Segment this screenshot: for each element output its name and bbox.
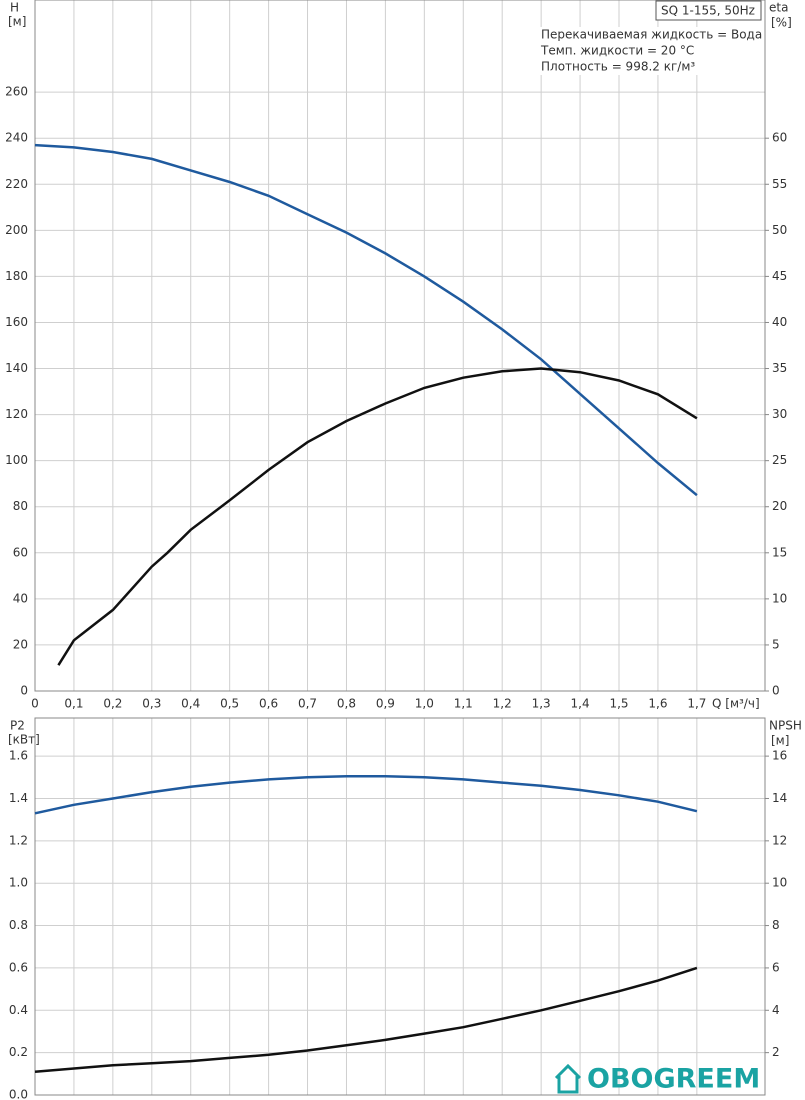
y-tick-label: 0 (20, 684, 28, 698)
logo-text: OBOGREEM (587, 1064, 760, 1095)
y-tick-label: 1.2 (9, 833, 28, 847)
y-tick-label: 80 (13, 499, 28, 513)
x-tick-label: 0,8 (337, 697, 356, 711)
x-tick-label: 0 (31, 697, 39, 711)
y-tick-label: 40 (13, 591, 28, 605)
curve (34, 966, 698, 1073)
y2-tick-label: 15 (772, 545, 787, 559)
y2-tick-label: 14 (772, 791, 787, 805)
y-tick-label: 20 (13, 637, 28, 651)
y-tick-label: 240 (5, 131, 28, 145)
y-tick-label: 0.0 (9, 1088, 28, 1100)
y2-tick-label: 25 (772, 453, 787, 467)
x-tick-label: 1,4 (571, 697, 590, 711)
y2-tick-label: 8 (772, 918, 780, 932)
x-tick-label: 1,3 (532, 697, 551, 711)
y-tick-label: 60 (13, 545, 28, 559)
x-tick-label: 0,7 (298, 697, 317, 711)
x-tick-label: 1,7 (687, 697, 706, 711)
x-tick-label: 1,5 (609, 697, 628, 711)
y-axis-unit: [м] (8, 15, 26, 29)
y2-tick-label: 45 (772, 269, 787, 283)
annotation-bg (539, 27, 759, 43)
curve (34, 143, 698, 497)
annotation-bg (539, 43, 759, 59)
y2-axis-unit: [м] (771, 734, 789, 748)
y2-axis-label: NPSH (769, 719, 802, 733)
logo-icon (554, 1063, 582, 1094)
y2-tick-label: 35 (772, 361, 787, 375)
annotation-bg (539, 59, 759, 75)
y2-tick-label: 0 (772, 684, 780, 698)
y2-tick-label: 20 (772, 499, 787, 513)
y2-tick-label: 10 (772, 876, 787, 890)
y2-tick-label: 12 (772, 833, 787, 847)
x-tick-label: 0,6 (259, 697, 278, 711)
y-tick-label: 1.6 (9, 749, 28, 763)
y-tick-label: 100 (5, 453, 28, 467)
x-tick-label: 1,1 (454, 697, 473, 711)
y2-tick-label: 30 (772, 407, 787, 421)
y-tick-label: 0.4 (9, 1003, 28, 1017)
x-tick-label: 0,5 (220, 697, 239, 711)
y-tick-label: 1.4 (9, 791, 28, 805)
y-tick-label: 180 (5, 269, 28, 283)
x-tick-label: 1,6 (648, 697, 667, 711)
x-tick-label: 0,4 (181, 697, 200, 711)
y-axis-unit: [кВт] (8, 733, 40, 747)
x-tick-label: 0,3 (142, 697, 161, 711)
y-tick-label: 140 (5, 361, 28, 375)
x-tick-label: 1,2 (493, 697, 512, 711)
y2-tick-label: 2 (772, 1045, 780, 1059)
y-tick-label: 160 (5, 315, 28, 329)
plot-frame (34, 717, 766, 1096)
x-tick-label: 1,0 (415, 697, 434, 711)
x-tick-label: 0,9 (376, 697, 395, 711)
y2-axis-unit: [%] (771, 16, 792, 30)
plot-frame (34, 0, 766, 692)
chart-title: SQ 1-155, 50Hz (661, 4, 755, 18)
y-tick-label: 0.2 (9, 1045, 28, 1059)
y-tick-label: 1.0 (9, 876, 28, 890)
x-tick-label: 0,1 (64, 697, 83, 711)
watermark-logo: OBOGREEM (554, 1063, 760, 1095)
y-axis-label: P2 (10, 719, 25, 733)
y2-axis-label: eta (769, 1, 788, 15)
y2-tick-label: 60 (772, 131, 787, 145)
x-tick-label: 0,2 (103, 697, 122, 711)
y2-tick-label: 55 (772, 177, 787, 191)
annotation: Плотность = 998.2 кг/м³ (541, 60, 695, 74)
y-tick-label: 220 (5, 177, 28, 191)
y2-tick-label: 4 (772, 1003, 780, 1017)
annotation: Перекачиваемая жидкость = Вода (541, 28, 762, 42)
y2-tick-label: 6 (772, 960, 780, 974)
y-tick-label: 120 (5, 407, 28, 421)
annotation: Темп. жидкости = 20 °C (540, 44, 694, 58)
y2-tick-label: 50 (772, 223, 787, 237)
y-tick-label: 200 (5, 223, 28, 237)
y2-tick-label: 40 (772, 315, 787, 329)
y-tick-label: 0.6 (9, 960, 28, 974)
curve (34, 774, 698, 815)
curve (57, 367, 698, 666)
title-box (655, 0, 762, 21)
y-tick-label: 0.8 (9, 918, 28, 932)
y2-tick-label: 5 (772, 637, 780, 651)
y2-tick-label: 16 (772, 749, 787, 763)
y-tick-label: 260 (5, 85, 28, 99)
y-axis-label: H (10, 1, 19, 15)
x-axis-label: Q [м³/ч] (712, 697, 760, 711)
y2-tick-label: 10 (772, 591, 787, 605)
